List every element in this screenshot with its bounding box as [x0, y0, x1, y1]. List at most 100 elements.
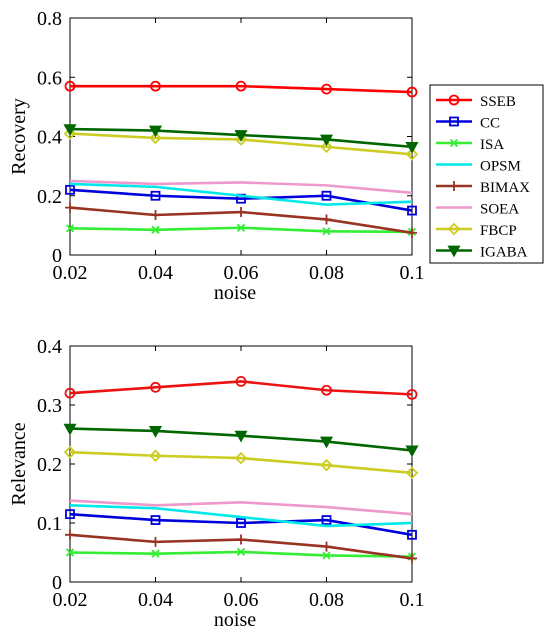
data-point-bimax: [321, 214, 332, 225]
data-point-fbcp: [234, 451, 248, 465]
data-point-fbcp: [149, 449, 162, 463]
y-tick-label: 0: [52, 245, 62, 267]
legend-label: SOEA: [480, 202, 519, 218]
legend-marker: [447, 222, 461, 236]
data-point-cc: [65, 509, 75, 520]
legend-label: FBCP: [480, 223, 517, 239]
data-point-isa: [322, 551, 331, 560]
data-point-bimax: [236, 534, 246, 545]
data-point-sseb: [406, 86, 418, 98]
series-soea: [69, 179, 413, 195]
y-tick-label: 0.1: [37, 513, 62, 535]
legend-entry-fbcp: FBCP: [436, 222, 517, 239]
data-point-isa: [236, 223, 246, 232]
data-point-bimax: [150, 210, 161, 221]
legend-entry-cc: CC: [436, 116, 500, 132]
data-point-cc: [407, 529, 417, 540]
data-point-isa: [322, 227, 331, 236]
series-line-sseb: [69, 380, 413, 396]
series-igaba: [63, 423, 419, 458]
data-point-fbcp: [234, 133, 248, 146]
series-line-soea: [69, 179, 413, 195]
data-point-sseb: [235, 375, 247, 387]
data-point-isa: [151, 549, 160, 558]
legend-marker: [449, 138, 459, 148]
legend-marker: [449, 116, 459, 127]
legend-label: SSEB: [480, 94, 516, 110]
series-line-opsm: [69, 504, 413, 528]
series-bimax: [65, 529, 417, 564]
data-point-cc: [150, 190, 161, 201]
data-point-fbcp: [63, 127, 77, 140]
series-opsm: [69, 504, 413, 528]
data-point-cc: [150, 515, 161, 525]
series-sseb: [64, 375, 418, 400]
series-isa: [65, 547, 417, 561]
y-axis-label: Recovery: [8, 98, 30, 175]
data-point-igaba: [148, 125, 163, 138]
series-line-fbcp: [69, 450, 413, 475]
y-tick-label: 0: [52, 572, 62, 594]
x-tick-label: 0.06: [224, 262, 259, 284]
data-point-sseb: [321, 83, 332, 95]
legend-label: OPSM: [480, 159, 521, 175]
data-point-fbcp: [320, 458, 333, 472]
series-line-cc: [69, 188, 413, 212]
y-tick-label: 0.3: [37, 395, 62, 417]
data-point-fbcp: [149, 131, 162, 145]
y-tick-label: 0.2: [37, 454, 62, 476]
series-bimax: [65, 202, 417, 238]
series-opsm: [69, 182, 413, 206]
legend-marker: [448, 94, 460, 106]
series-igaba: [63, 124, 419, 154]
data-point-fbcp: [405, 466, 419, 480]
legend-marker: [447, 245, 461, 258]
series-soea: [69, 499, 413, 516]
x-tick-label: 0.02: [53, 262, 88, 284]
series-cc: [65, 184, 417, 216]
y-tick-label: 0.8: [37, 8, 62, 30]
data-point-cc: [65, 184, 75, 195]
data-point-bimax: [321, 541, 332, 552]
legend: SSEB CC ISA OPSM BIMAX SOEA FBCP IGABA: [429, 84, 544, 264]
data-point-igaba: [63, 423, 77, 436]
legend-box: [429, 84, 544, 264]
data-point-igaba: [405, 445, 419, 458]
data-point-sseb: [150, 381, 161, 393]
legend-entry-bimax: BIMAX: [436, 180, 530, 196]
series-line-opsm: [69, 182, 413, 206]
legend-entry-isa: ISA: [436, 137, 504, 153]
data-point-isa: [65, 548, 75, 557]
data-point-sseb: [321, 384, 332, 396]
data-point-igaba: [63, 124, 77, 136]
data-point-sseb: [64, 80, 76, 92]
y-axis-label: Relevance: [8, 422, 30, 505]
data-point-isa: [151, 225, 160, 234]
x-axis-label: noise: [214, 609, 256, 631]
series-isa: [65, 223, 417, 237]
data-point-igaba: [234, 430, 248, 443]
series-line-soea: [69, 499, 413, 516]
data-point-igaba: [405, 141, 419, 154]
data-point-fbcp: [320, 140, 333, 154]
data-point-igaba: [319, 436, 334, 449]
data-point-fbcp: [405, 148, 419, 161]
data-point-cc: [321, 515, 332, 525]
legend-entry-opsm: OPSM: [436, 159, 521, 175]
legend-label: CC: [480, 116, 500, 132]
data-point-bimax: [65, 529, 75, 540]
chart-panel-2: 0 0.1 0.2 0.3 0.4 0.02 0.04 0.06 0.08 0.1 noise Rel…: [8, 336, 425, 631]
x-tick-label: 0.04: [138, 262, 173, 284]
data-point-igaba: [319, 134, 334, 147]
data-point-fbcp: [63, 445, 77, 459]
series-sseb: [64, 80, 418, 98]
x-tick-label: 0.08: [309, 589, 344, 611]
legend-label: ISA: [480, 137, 504, 153]
data-point-igaba: [148, 426, 163, 438]
data-point-sseb: [150, 80, 161, 92]
data-point-isa: [236, 547, 246, 557]
data-point-sseb: [406, 388, 418, 400]
x-axis-label: noise: [214, 282, 256, 304]
x-tick-label: 0.02: [53, 589, 88, 611]
data-point-bimax: [150, 536, 161, 547]
